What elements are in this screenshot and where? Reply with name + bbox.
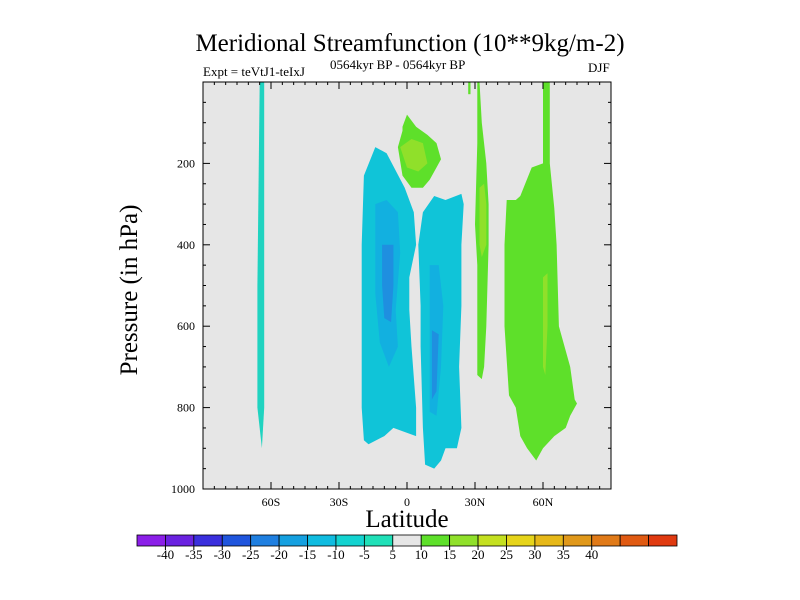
colorbar-box xyxy=(591,534,621,547)
contour-region-nh-midlatitude-band xyxy=(504,82,577,461)
x-tick-label: 30S xyxy=(330,495,349,509)
colorbar-box xyxy=(392,534,422,547)
contour-region-sh-vertical-streak xyxy=(257,82,265,449)
colorbar-box xyxy=(534,534,564,547)
colorbar-label: -20 xyxy=(270,547,287,562)
contour-region-nh-subtropical-core xyxy=(479,183,487,257)
colorbar-box xyxy=(449,534,479,547)
colorbar-box xyxy=(562,534,593,547)
colorbar-box xyxy=(250,534,280,547)
contour-region-nh-thin-streak xyxy=(468,82,471,95)
contour-region-nh-midlatitude-core xyxy=(543,273,548,375)
colorbar-label: 10 xyxy=(415,547,428,562)
colorbar-box xyxy=(477,534,507,547)
colorbar-label: -5 xyxy=(359,547,370,562)
contour-region-upper-tropical-positive-core xyxy=(400,139,428,172)
colorbar-box xyxy=(619,534,649,547)
colorbar-label: -25 xyxy=(242,547,259,562)
chart-title: Meridional Streamfunction (10**9kg/m-2) xyxy=(195,30,625,57)
season-label: DJF xyxy=(588,60,610,75)
colorbar-box xyxy=(221,534,252,547)
colorbar-label: 35 xyxy=(557,547,570,562)
colorbar-label: 30 xyxy=(528,547,541,562)
colorbar-box xyxy=(165,534,195,547)
colorbar-box xyxy=(506,534,536,547)
y-tick-label: 400 xyxy=(177,238,195,252)
colorbar-label: 15 xyxy=(443,547,456,562)
colorbar-box xyxy=(193,534,223,547)
colorbar-label: -10 xyxy=(327,547,344,562)
colorbar-label: 25 xyxy=(500,547,513,562)
period-label: 0564kyr BP - 0564kyr BP xyxy=(330,57,466,72)
y-tick-label: 600 xyxy=(177,319,195,333)
x-axis-label: Latitude xyxy=(365,506,449,533)
x-tick-label: 0 xyxy=(404,495,410,509)
colorbar-label: 20 xyxy=(472,547,485,562)
x-tick-label: 60N xyxy=(533,495,554,509)
y-tick-label: 1000 xyxy=(171,482,195,496)
colorbar-label: -40 xyxy=(157,547,174,562)
colorbar-label: 40 xyxy=(585,547,598,562)
experiment-label: Expt = teVtJ1-teIxJ xyxy=(203,64,305,79)
x-tick-label: 30N xyxy=(465,495,486,509)
colorbar-box xyxy=(136,534,166,547)
colorbar-label: -35 xyxy=(185,547,202,562)
colorbar-box xyxy=(278,534,308,547)
colorbar-box xyxy=(648,534,678,547)
colorbar-box xyxy=(335,534,365,547)
colorbar-label: 5 xyxy=(390,547,397,562)
contour-region-tropical-negative-right-core xyxy=(431,330,439,400)
y-tick-label: 800 xyxy=(177,401,195,415)
colorbar-label: -30 xyxy=(214,547,231,562)
colorbar-box xyxy=(363,534,394,547)
x-tick-label: 60S xyxy=(262,495,281,509)
y-tick-label: 200 xyxy=(177,156,195,170)
colorbar-box xyxy=(420,534,451,547)
contour-region-tropical-negative-left-core xyxy=(382,244,394,323)
colorbar-box xyxy=(307,534,337,547)
colorbar-label: -15 xyxy=(299,547,316,562)
